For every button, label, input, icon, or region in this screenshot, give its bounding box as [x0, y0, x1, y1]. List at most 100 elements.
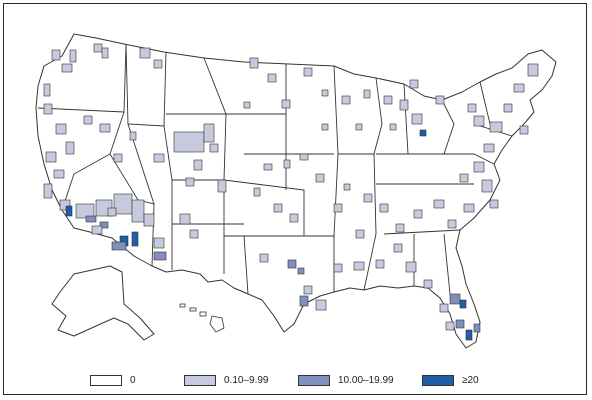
county-area — [259, 253, 269, 263]
county-area — [419, 129, 427, 137]
county-shading — [43, 43, 539, 341]
county-area — [449, 293, 461, 305]
us-county-map — [35, 33, 557, 349]
county-area — [473, 161, 485, 173]
county-area — [287, 259, 297, 269]
county-area — [273, 203, 283, 213]
legend-item: 0.10–9.99 — [184, 372, 269, 388]
county-area — [113, 153, 123, 163]
county-area — [55, 123, 67, 135]
legend-item: 10.00–19.99 — [298, 372, 394, 388]
county-area — [139, 47, 151, 59]
county-area — [267, 73, 277, 83]
county-area — [101, 47, 109, 59]
county-area — [355, 123, 363, 131]
county-area — [179, 213, 191, 225]
county-area — [91, 225, 103, 235]
county-area — [303, 67, 313, 77]
county-area — [409, 79, 419, 89]
county-area — [43, 103, 53, 115]
county-area — [69, 49, 77, 63]
county-area — [439, 303, 449, 313]
county-area — [203, 123, 215, 143]
county-area — [465, 329, 473, 341]
county-area — [61, 63, 73, 73]
county-area — [43, 183, 53, 199]
county-area — [99, 221, 109, 229]
county-area — [111, 241, 127, 251]
county-area — [53, 169, 65, 179]
legend: 0 0.10–9.99 10.00–19.99 ≥20 — [4, 372, 588, 392]
county-area — [189, 229, 199, 239]
county-area — [435, 95, 445, 105]
county-area — [483, 143, 495, 153]
legend-item: 0 — [90, 372, 136, 388]
county-area — [393, 243, 403, 253]
county-area — [129, 131, 137, 141]
county-area — [489, 199, 499, 209]
county-area — [209, 143, 219, 153]
county-area — [131, 199, 145, 223]
county-area — [513, 83, 525, 93]
county-area — [289, 213, 299, 223]
county-area — [473, 115, 485, 127]
legend-label: ≥20 — [462, 374, 479, 386]
county-area — [459, 173, 469, 183]
county-area — [363, 193, 373, 203]
county-area — [527, 63, 539, 77]
county-area — [217, 179, 227, 193]
county-area — [467, 103, 477, 113]
county-area — [283, 159, 291, 169]
county-area — [447, 219, 457, 229]
county-area — [83, 115, 93, 125]
county-area — [75, 203, 95, 219]
county-area — [65, 141, 75, 155]
county-area — [445, 321, 455, 331]
county-area — [65, 205, 73, 217]
county-area — [299, 295, 309, 307]
county-area — [113, 193, 133, 215]
county-area — [153, 251, 167, 261]
county-area — [489, 121, 503, 133]
county-area — [459, 299, 467, 309]
county-area — [399, 99, 409, 111]
county-area — [353, 261, 365, 271]
legend-swatch — [422, 374, 454, 386]
county-area — [303, 285, 313, 295]
legend-label: 10.00–19.99 — [338, 374, 394, 386]
county-area — [395, 223, 405, 233]
county-area — [463, 203, 475, 213]
county-area — [107, 207, 117, 217]
county-area — [423, 279, 433, 289]
county-area — [321, 123, 329, 131]
conterminous-us-outline — [35, 33, 557, 349]
county-area — [143, 213, 155, 227]
county-area — [503, 103, 513, 113]
county-area — [85, 215, 97, 223]
county-area — [315, 173, 325, 183]
legend-swatch — [184, 374, 216, 386]
county-area — [333, 263, 343, 273]
county-area — [333, 203, 343, 213]
county-area — [153, 153, 165, 163]
county-area — [281, 99, 291, 109]
county-area — [379, 203, 389, 213]
legend-label: 0 — [130, 374, 136, 386]
county-area — [375, 259, 385, 269]
county-area — [473, 323, 481, 333]
county-area — [263, 163, 273, 171]
alaska-outline — [51, 265, 155, 341]
hawaii-outline — [179, 303, 225, 333]
county-area — [297, 267, 305, 275]
county-area — [193, 159, 203, 171]
county-area — [185, 177, 195, 187]
county-area — [341, 95, 351, 105]
county-area — [363, 89, 371, 99]
map-frame: 0 0.10–9.99 10.00–19.99 ≥20 — [3, 3, 587, 395]
county-area — [59, 199, 71, 211]
county-area — [131, 231, 139, 247]
county-area — [243, 101, 251, 109]
county-area — [51, 49, 61, 61]
county-area — [481, 179, 493, 193]
county-area — [43, 83, 51, 97]
